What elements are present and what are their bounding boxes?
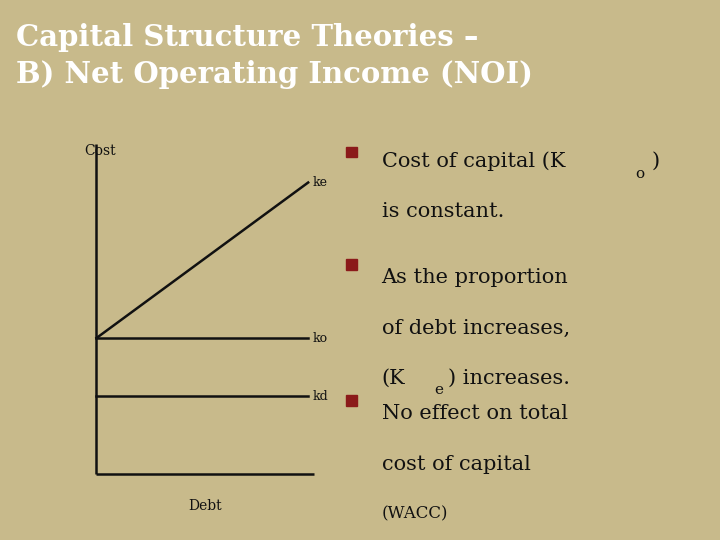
Text: No effect on total: No effect on total [382,404,567,423]
Text: ko: ko [312,332,328,345]
Text: is constant.: is constant. [382,202,504,221]
Text: ) increases.: ) increases. [448,369,570,388]
Text: As the proportion: As the proportion [382,268,568,287]
Text: o: o [635,167,644,181]
Text: (K: (K [382,369,405,388]
Text: e: e [433,383,443,397]
Text: (WACC): (WACC) [382,505,448,522]
Bar [346,259,357,270]
Text: Capital Structure Theories –
B) Net Operating Income (NOI): Capital Structure Theories – B) Net Oper… [16,23,533,89]
Text: Debt: Debt [189,499,222,513]
Text: cost of capital: cost of capital [382,455,531,474]
Bar [346,395,357,406]
Text: ): ) [652,151,660,171]
Text: of debt increases,: of debt increases, [382,319,570,338]
Text: kd: kd [312,390,328,403]
Text: ke: ke [312,176,328,189]
Text: Cost of capital (K: Cost of capital (K [382,151,565,171]
Bar [346,147,357,157]
Text: Cost: Cost [84,144,116,158]
